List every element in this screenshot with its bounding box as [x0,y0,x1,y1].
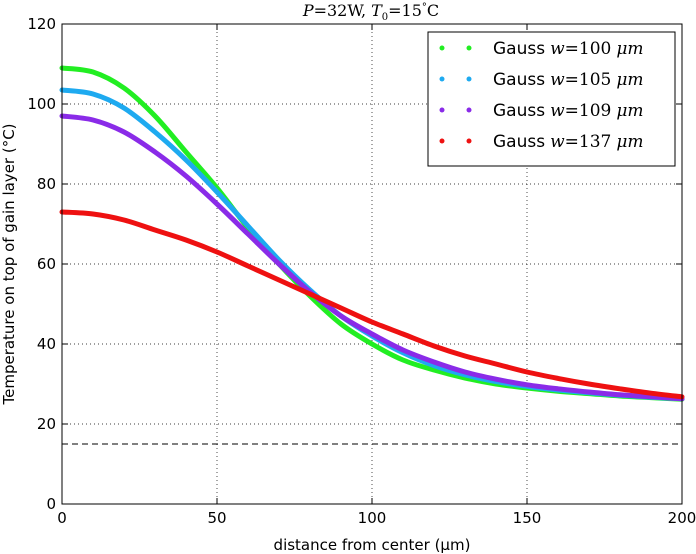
y-tick-label: 0 [46,495,56,513]
y-tick-label: 20 [37,415,56,433]
legend-marker [439,76,445,82]
legend-var: w [550,39,565,59]
legend-prefix: Gauss [493,101,545,121]
legend-marker [466,76,472,82]
legend-unit: μm [616,39,643,59]
y-axis-label: Temperature on top of gain layer (°C) [0,123,18,405]
legend-label: Gauss w=100 μm [493,39,644,59]
legend-value: 109 [579,101,611,121]
x-tick-label: 0 [57,509,67,527]
series-line-3 [59,209,685,400]
title-t-unit: C [427,1,439,20]
legend-label: Gauss w=109 μm [493,101,644,121]
legend-marker [439,138,445,144]
title-t-var: T [371,1,383,20]
legend-marker [439,107,445,113]
legend-prefix: Gauss [493,132,545,152]
legend-box [427,31,676,167]
title-p-var: P [302,1,314,20]
legend-var: w [550,132,565,152]
x-tick-label: 50 [207,509,226,527]
legend-unit: μm [616,132,643,152]
legend-marker [466,45,472,51]
legend-prefix: Gauss [493,70,545,90]
legend-equals: = [565,101,579,121]
legend-unit: μm [616,70,643,90]
y-tick-label: 80 [37,175,56,193]
legend-equals: = [565,39,579,59]
series-line-2 [59,113,685,402]
legend-marker [439,45,445,51]
legend-var: w [550,70,565,90]
title-p-value: =32W, [314,1,367,20]
legend-equals: = [565,132,579,152]
legend-var: w [550,101,565,121]
title-t-sub: 0 [382,12,388,23]
legend-label: Gauss w=137 μm [493,132,644,152]
ticks [61,23,683,505]
y-tick-labels: 0 20 40 60 80 100 120 [27,15,56,513]
legend-equals: = [565,70,579,90]
chart-title: P=32W, T0=15°C [302,1,439,23]
y-tick-label: 100 [27,95,56,113]
title-t-value: =15 [388,1,422,20]
y-tick-label: 120 [27,15,56,33]
legend-unit: μm [616,101,643,121]
legend-prefix: Gauss [493,39,545,59]
x-tick-label: 200 [668,509,696,527]
legend-label: Gauss w=105 μm [493,70,644,90]
y-tick-label: 40 [37,335,56,353]
legend-value: 137 [579,132,611,152]
x-tick-labels: 0 50 100 150 200 [57,509,696,527]
title-degree: ° [422,2,427,13]
legend-value: 100 [579,39,611,59]
y-tick-label: 60 [37,255,56,273]
x-tick-label: 150 [513,509,542,527]
legend-marker [466,107,472,113]
x-tick-label: 100 [358,509,387,527]
legend-value: 105 [579,70,611,90]
x-axis-label: distance from center (μm) [274,536,471,554]
legend-marker [466,138,472,144]
series-group [59,65,685,402]
